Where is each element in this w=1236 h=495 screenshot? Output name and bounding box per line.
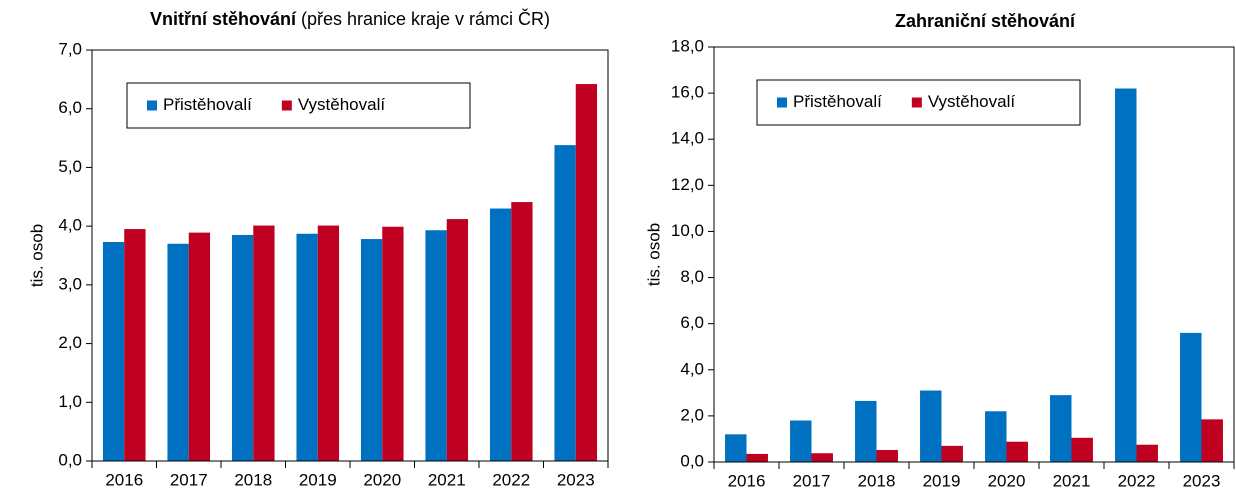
legend-label: Vystěhovalí xyxy=(928,92,1016,111)
bar xyxy=(575,84,598,461)
legend-label: Přistěhovalí xyxy=(793,92,882,111)
bar xyxy=(124,229,146,461)
bar xyxy=(941,445,963,462)
bar xyxy=(253,225,275,461)
bar xyxy=(446,219,469,461)
bar xyxy=(985,411,1007,462)
bar xyxy=(1006,441,1028,462)
y-tick-label: 2,0 xyxy=(58,333,82,352)
legend-label: Přistěhovalí xyxy=(163,95,252,114)
y-axis-label: tis. osob xyxy=(27,224,46,287)
x-tick-label: 2018 xyxy=(858,471,896,490)
legend-swatch xyxy=(777,97,787,108)
x-tick-label: 2016 xyxy=(728,471,766,490)
y-tick-label: 1,0 xyxy=(58,392,82,411)
x-tick-label: 2020 xyxy=(363,470,401,489)
x-tick-label: 2022 xyxy=(1118,471,1156,490)
y-tick-label: 8,0 xyxy=(680,267,704,286)
plot-frame xyxy=(713,46,1235,463)
x-tick-label: 2023 xyxy=(1183,471,1221,490)
y-tick-label: 0,0 xyxy=(680,451,704,470)
y-axis-label: tis. osob xyxy=(644,223,663,286)
x-tick-label: 2017 xyxy=(170,470,208,489)
x-tick-label: 2018 xyxy=(234,470,272,489)
bar xyxy=(790,420,812,462)
bar xyxy=(811,453,833,462)
y-tick-label: 14,0 xyxy=(671,129,704,148)
legend-swatch xyxy=(911,97,922,108)
title-main: Zahraniční stěhování xyxy=(895,11,1076,31)
bar xyxy=(855,400,877,462)
y-tick-label: 0,0 xyxy=(58,450,82,469)
bar xyxy=(920,390,942,462)
x-tick-label: 2019 xyxy=(299,470,337,489)
bar xyxy=(1180,332,1202,462)
bar xyxy=(231,234,254,461)
x-tick-label: 2017 xyxy=(793,471,831,490)
x-tick-label: 2023 xyxy=(557,470,595,489)
y-tick-label: 12,0 xyxy=(671,175,704,194)
bar xyxy=(360,239,383,461)
legend-box xyxy=(126,82,471,129)
bar xyxy=(425,230,447,461)
bar xyxy=(725,434,747,462)
y-tick-label: 6,0 xyxy=(680,313,704,332)
y-tick-label: 16,0 xyxy=(671,83,704,102)
x-tick-label: 2021 xyxy=(428,470,466,489)
legend-swatch xyxy=(281,100,292,111)
bar xyxy=(317,225,340,461)
y-tick-label: 4,0 xyxy=(58,216,82,235)
bar xyxy=(1115,88,1137,462)
bar xyxy=(1201,419,1223,462)
bar xyxy=(511,202,533,461)
bar xyxy=(296,233,318,461)
chart-title: Vnitřní stěhování (přes hranice kraje v r… xyxy=(150,8,550,29)
bar xyxy=(554,145,576,462)
x-tick-label: 2019 xyxy=(923,471,961,490)
x-tick-label: 2022 xyxy=(492,470,530,489)
y-tick-label: 2,0 xyxy=(680,405,704,424)
bar xyxy=(489,208,512,461)
x-tick-label: 2016 xyxy=(105,470,143,489)
y-tick-label: 4,0 xyxy=(680,359,704,378)
chart-title: Zahraniční stěhování xyxy=(895,11,1076,31)
bar xyxy=(1136,444,1158,462)
title-main: Vnitřní stěhování xyxy=(150,9,297,29)
x-tick-label: 2020 xyxy=(988,471,1026,490)
bar xyxy=(876,450,898,462)
x-tick-label: 2021 xyxy=(1053,471,1091,490)
bar xyxy=(746,453,768,462)
title-note: (přes hranice kraje v rámci ČR) xyxy=(301,8,550,29)
bar xyxy=(382,226,404,461)
bar xyxy=(1050,395,1072,462)
y-tick-label: 3,0 xyxy=(58,274,82,293)
y-tick-label: 6,0 xyxy=(58,98,82,117)
y-tick-label: 18,0 xyxy=(671,36,704,55)
bar xyxy=(1071,437,1093,462)
plot-frame xyxy=(91,49,609,462)
bar xyxy=(167,243,189,461)
y-tick-label: 5,0 xyxy=(58,157,82,176)
legend-swatch xyxy=(147,100,157,111)
legend-label: Vystěhovalí xyxy=(298,95,386,114)
y-tick-label: 10,0 xyxy=(671,221,704,240)
bar xyxy=(102,241,125,461)
y-tick-label: 7,0 xyxy=(58,39,82,58)
bar xyxy=(188,232,211,461)
